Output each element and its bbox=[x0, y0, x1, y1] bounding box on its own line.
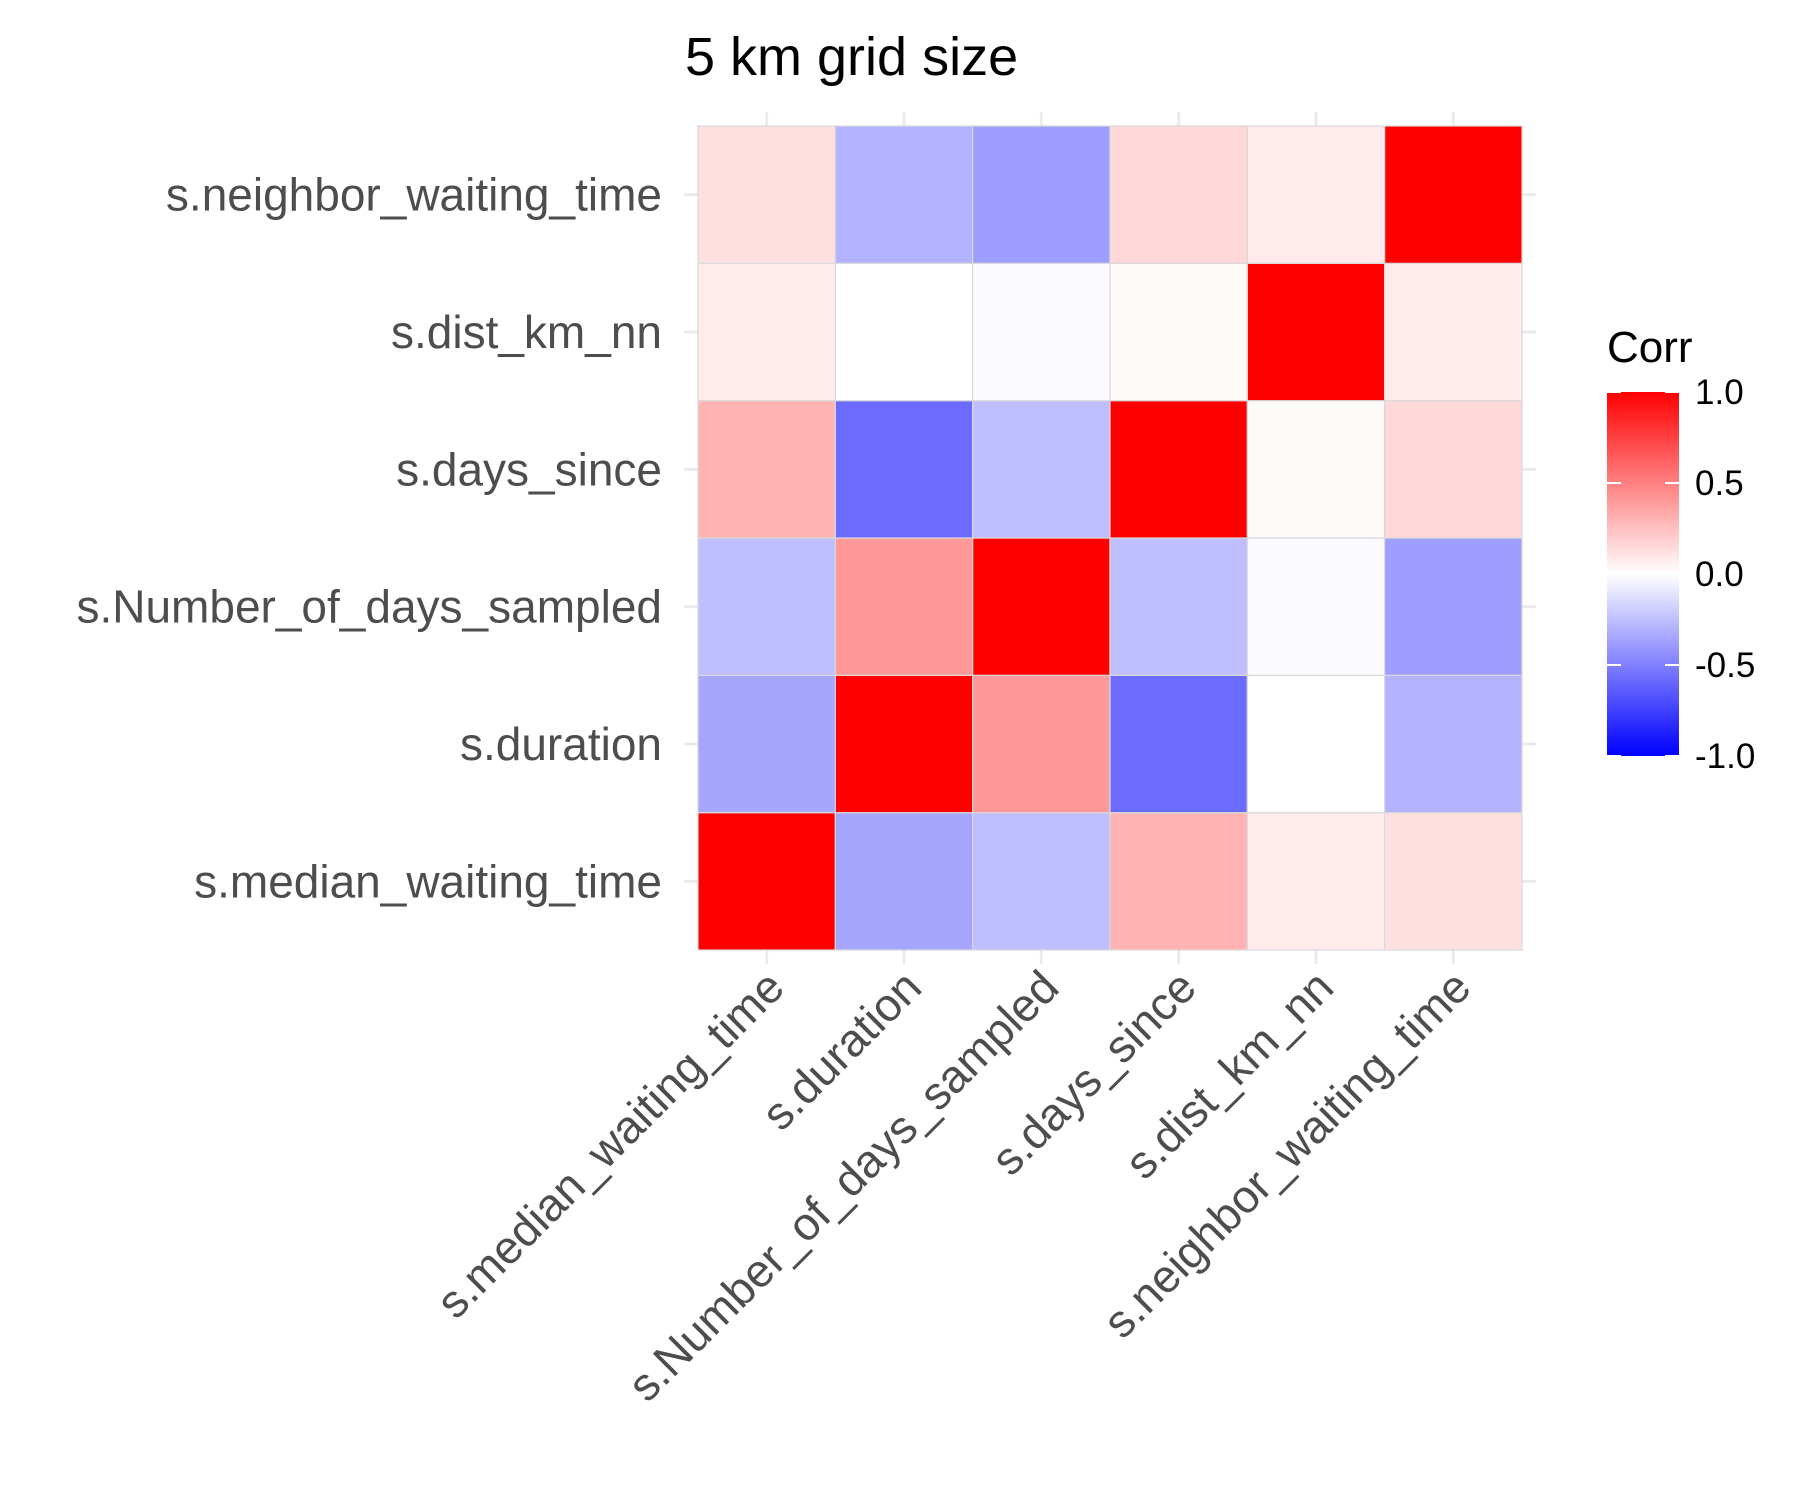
legend-tick-label: 1.0 bbox=[1695, 373, 1744, 412]
heatmap-cell bbox=[972, 812, 1111, 951]
heatmap-cell bbox=[834, 125, 974, 264]
legend-tick-label: -0.5 bbox=[1695, 646, 1755, 685]
heatmap-cell bbox=[1384, 537, 1523, 676]
heatmap-cells bbox=[697, 125, 1523, 951]
y-tick-label: s.days_since bbox=[396, 443, 662, 495]
heatmap-cell bbox=[697, 262, 836, 402]
heatmap-cell bbox=[1246, 125, 1386, 264]
heatmap-cell bbox=[972, 400, 1111, 539]
heatmap-cell bbox=[1384, 812, 1523, 951]
heatmap-cell bbox=[1246, 537, 1386, 676]
heatmap-cell bbox=[1384, 262, 1523, 402]
y-tick-label: s.dist_km_nn bbox=[391, 306, 662, 358]
heatmap-cell bbox=[1384, 125, 1523, 264]
heatmap-cell bbox=[1246, 262, 1386, 402]
heatmap-cell bbox=[697, 674, 836, 814]
y-tick-label: s.duration bbox=[460, 718, 662, 770]
heatmap-cell bbox=[1109, 674, 1248, 814]
heatmap-cell bbox=[1384, 400, 1523, 539]
heatmap-cell bbox=[1246, 674, 1386, 814]
heatmap-cell bbox=[1109, 812, 1248, 951]
y-tick-label: s.median_waiting_time bbox=[194, 855, 662, 907]
heatmap-cell bbox=[834, 400, 974, 539]
heatmap-cell bbox=[834, 812, 974, 951]
chart-title: 5 km grid size bbox=[685, 27, 1018, 87]
legend-tick-label: 0.0 bbox=[1695, 555, 1744, 594]
y-tick-label: s.Number_of_days_sampled bbox=[76, 581, 662, 633]
legend-tick-label: 0.5 bbox=[1695, 464, 1744, 503]
heatmap-cell bbox=[834, 262, 974, 402]
heatmap-cell bbox=[1109, 400, 1248, 539]
heatmap-cell bbox=[1246, 812, 1386, 951]
y-tick-label: s.neighbor_waiting_time bbox=[166, 169, 662, 221]
heatmap-cell bbox=[834, 537, 974, 676]
heatmap-cell bbox=[697, 537, 836, 676]
heatmap-cell bbox=[972, 262, 1111, 402]
legend-tick-label: -1.0 bbox=[1695, 737, 1755, 776]
heatmap-cell bbox=[834, 674, 974, 814]
heatmap-cell bbox=[972, 537, 1111, 676]
heatmap-cell bbox=[1384, 674, 1523, 814]
x-axis-labels: s.median_waiting_times.durations.Number_… bbox=[426, 960, 1480, 1411]
heatmap-cell bbox=[697, 812, 836, 951]
heatmap-cell bbox=[1246, 400, 1386, 539]
heatmap-cell bbox=[972, 125, 1111, 264]
heatmap-cell bbox=[697, 125, 836, 264]
heatmap-cell bbox=[697, 400, 836, 539]
y-axis-labels: s.median_waiting_time s.duration s.Number_… bbox=[76, 169, 662, 908]
heatmap-cell bbox=[1109, 125, 1248, 264]
legend-title: Corr bbox=[1607, 323, 1693, 372]
heatmap-cell bbox=[1109, 262, 1248, 402]
legend: Corr 1.0 0.5 0.0 -0.5 -1.0 bbox=[1607, 323, 1755, 776]
heatmap-cell bbox=[972, 674, 1111, 814]
heatmap-cell bbox=[1109, 537, 1248, 676]
